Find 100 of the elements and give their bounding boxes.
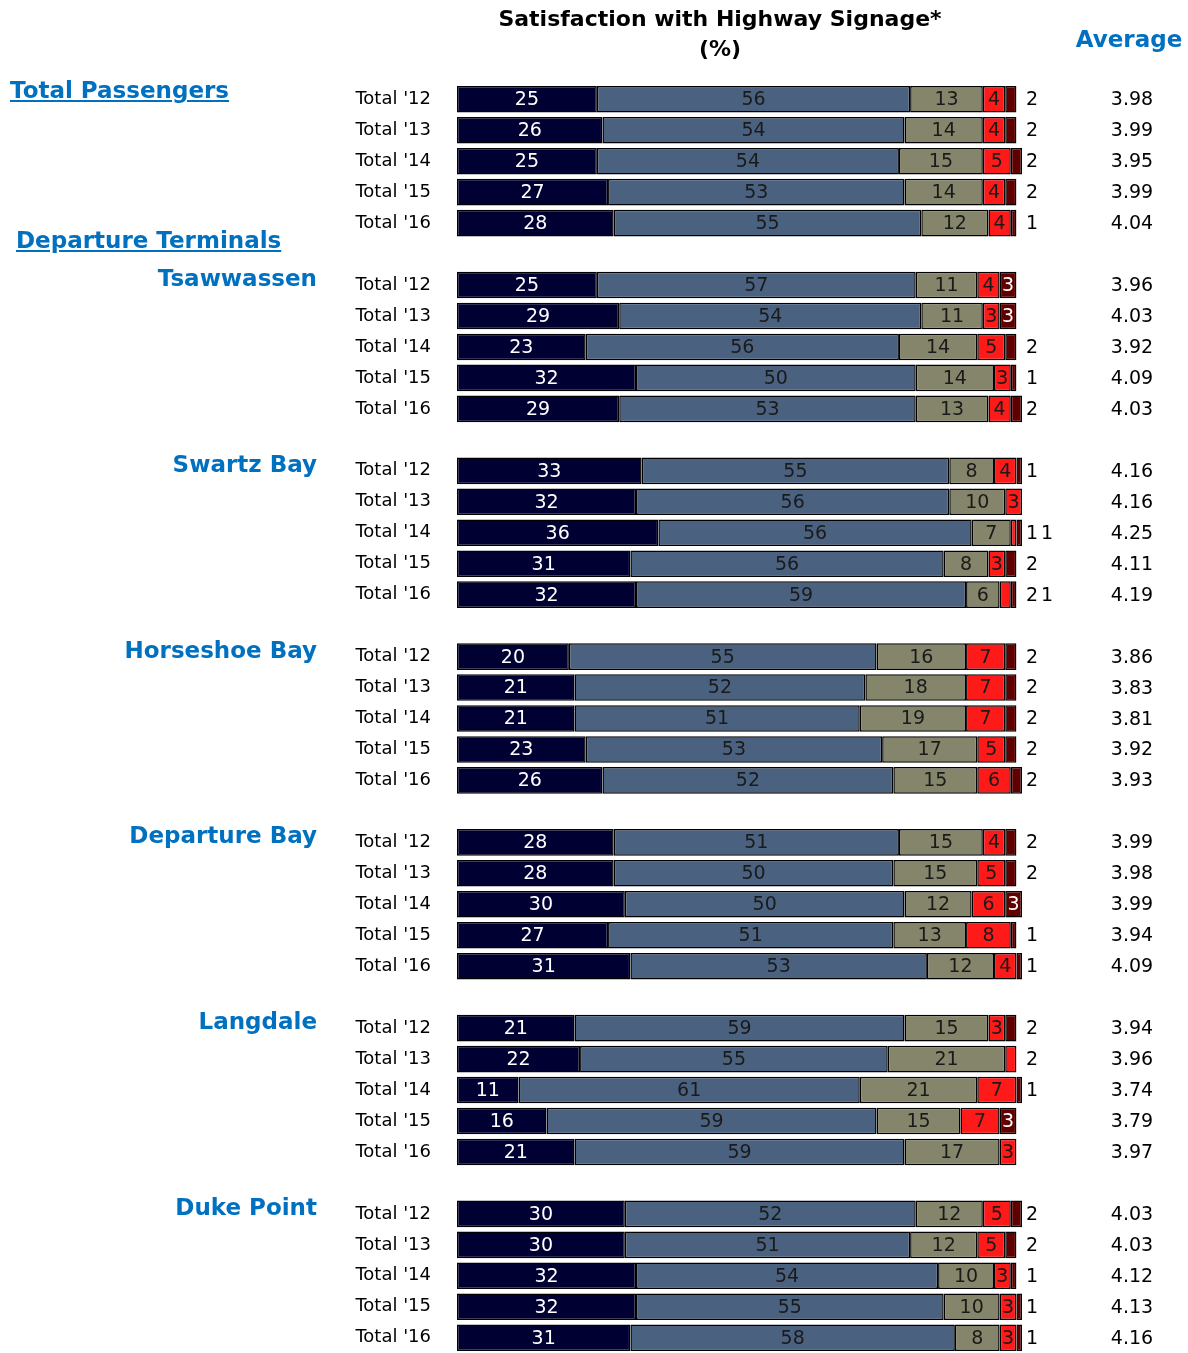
data-label: 25 bbox=[514, 87, 540, 110]
data-label: 61 bbox=[677, 1077, 702, 1100]
data-label: 3.98 bbox=[1109, 861, 1155, 884]
data-label: 12 bbox=[948, 954, 973, 977]
data-label: 7 bbox=[985, 520, 998, 543]
y-tick-label: Total '15 bbox=[354, 551, 431, 573]
data-label: 52 bbox=[758, 1201, 783, 1224]
data-label: 8 bbox=[965, 458, 978, 481]
data-label: 20 bbox=[500, 644, 526, 667]
y-tick-label: Total '14 bbox=[354, 520, 431, 542]
y-tick-label: Total '13 bbox=[354, 1046, 431, 1068]
data-label: 2 bbox=[1026, 861, 1039, 884]
data-label: 51 bbox=[738, 923, 763, 946]
data-label: 1 bbox=[1026, 211, 1039, 234]
data-label: 1 bbox=[1026, 1294, 1039, 1317]
data-label: 4.25 bbox=[1109, 520, 1155, 543]
text: Departure Terminals bbox=[16, 227, 282, 254]
data-label: 4.04 bbox=[1109, 211, 1155, 234]
y-tick-label: Total '12 bbox=[354, 830, 431, 852]
data-label: 1 bbox=[1026, 1077, 1039, 1100]
data-label: 10 bbox=[965, 489, 990, 512]
data-label: 1 bbox=[1026, 458, 1039, 481]
data-label: 31 bbox=[531, 1325, 556, 1348]
data-label: 33 bbox=[537, 458, 562, 481]
y-tick-label: Total '16 bbox=[354, 210, 431, 232]
data-label: 32 bbox=[534, 489, 559, 512]
data-label: 12 bbox=[926, 892, 951, 915]
y-tick-label: Total '16 bbox=[354, 1325, 431, 1347]
data-label: 3 bbox=[1001, 1325, 1015, 1348]
y-tick-label: Total '12 bbox=[354, 1201, 431, 1223]
data-label: 59 bbox=[788, 582, 814, 605]
data-label: 21 bbox=[503, 1139, 528, 1162]
data-label: 30 bbox=[528, 892, 553, 915]
data-label: 27 bbox=[520, 180, 545, 203]
data-label: 4.12 bbox=[1109, 1263, 1155, 1286]
data-label: 54 bbox=[774, 1263, 800, 1286]
data-label: 2 bbox=[1026, 737, 1039, 760]
y-tick-label: Total '13 bbox=[354, 117, 431, 139]
data-label: 54 bbox=[758, 303, 783, 326]
data-label: 15 bbox=[906, 1108, 931, 1131]
data-label: 31 bbox=[531, 551, 556, 574]
data-label: 3.99 bbox=[1109, 180, 1155, 203]
data-label: 18 bbox=[903, 675, 928, 698]
data-label: 3 bbox=[990, 1016, 1003, 1039]
data-label: 12 bbox=[937, 1201, 962, 1224]
data-label: 23 bbox=[509, 334, 534, 357]
data-label: 3 bbox=[1001, 272, 1015, 295]
data-label: 50 bbox=[741, 861, 766, 884]
data-label: 13 bbox=[917, 923, 942, 946]
y-tick-label: Total '15 bbox=[354, 1294, 431, 1316]
y-tick-label: Total '14 bbox=[354, 891, 431, 913]
data-label: 3.95 bbox=[1109, 149, 1155, 172]
data-label: 21 bbox=[934, 1047, 959, 1070]
data-label: 4 bbox=[993, 396, 1006, 419]
data-label: 56 bbox=[730, 334, 755, 357]
y-tick-label: Total '14 bbox=[354, 706, 431, 728]
text: Horseshoe Bay bbox=[123, 636, 317, 663]
data-label: 8 bbox=[960, 551, 973, 574]
data-label: 6 bbox=[987, 768, 1001, 791]
data-label: 1 bbox=[1026, 1263, 1039, 1286]
data-label: 3.98 bbox=[1109, 87, 1155, 110]
data-label: 21 bbox=[503, 706, 528, 729]
data-label: 52 bbox=[735, 768, 760, 791]
data-label: 5 bbox=[985, 334, 998, 357]
data-label: 5 bbox=[990, 149, 1003, 172]
data-label: 13 bbox=[939, 396, 965, 419]
y-tick-label: Total '12 bbox=[354, 272, 431, 294]
data-label: 54 bbox=[735, 149, 760, 172]
data-label: 55 bbox=[777, 1294, 802, 1317]
data-label: 28 bbox=[523, 830, 548, 853]
data-label: 29 bbox=[526, 396, 551, 419]
data-label: 50 bbox=[763, 365, 788, 388]
data-label: 2 bbox=[1026, 334, 1039, 357]
data-label: 29 bbox=[526, 303, 551, 326]
y-tick-label: Total '13 bbox=[354, 1232, 431, 1254]
data-label: 51 bbox=[755, 1232, 780, 1255]
data-label: 3.96 bbox=[1109, 273, 1155, 296]
data-label: 1 bbox=[1026, 954, 1039, 977]
data-label: 3.74 bbox=[1109, 1078, 1155, 1101]
data-label: 2 bbox=[1026, 582, 1039, 605]
text: Average bbox=[1074, 26, 1184, 52]
y-tick-label: Total '16 bbox=[354, 582, 431, 604]
data-label: 2 bbox=[1026, 118, 1039, 141]
data-label: 5 bbox=[990, 1201, 1003, 1224]
data-label: 11 bbox=[934, 272, 959, 295]
data-label: 36 bbox=[545, 520, 570, 543]
data-label: 4 bbox=[993, 211, 1006, 234]
data-label: 8 bbox=[982, 923, 995, 946]
data-label: 4.03 bbox=[1109, 304, 1155, 326]
y-tick-label: Total '12 bbox=[354, 1015, 431, 1037]
y-tick-label: Total '12 bbox=[354, 644, 431, 666]
data-label: 53 bbox=[744, 180, 769, 203]
data-label: 3 bbox=[1007, 489, 1020, 512]
data-label: 3.83 bbox=[1109, 675, 1155, 698]
data-label: 21 bbox=[503, 675, 528, 698]
y-tick-label: Total '15 bbox=[354, 365, 431, 387]
data-label: 53 bbox=[755, 396, 780, 419]
text: Duke Point bbox=[174, 1193, 317, 1220]
y-tick-label: Total '14 bbox=[354, 148, 431, 170]
data-label: 55 bbox=[783, 458, 808, 481]
